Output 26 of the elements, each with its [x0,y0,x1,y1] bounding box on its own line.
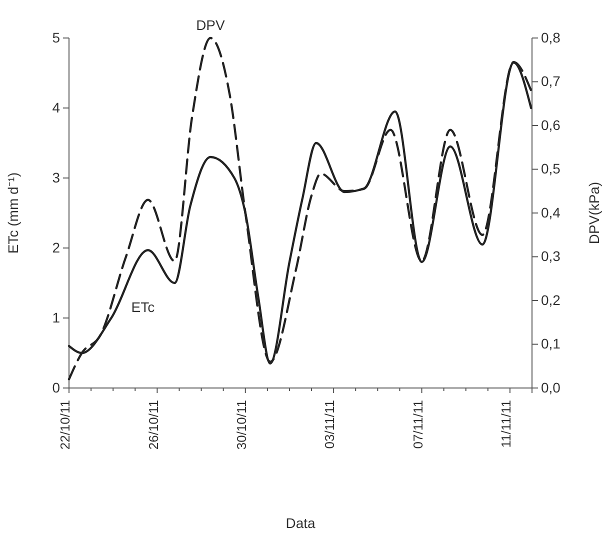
x-axis-title: Data [286,515,316,531]
series-label: DPV [196,17,226,33]
y-tick-label: 1 [52,309,60,326]
y2-tick-label: 0,8 [541,29,561,46]
y2-tick-label: 0,0 [541,379,561,396]
y-tick-label: 3 [52,169,60,186]
x-tick-label: 26/10/11 [146,400,161,450]
x-tick-label: 30/10/11 [234,400,249,450]
y2-tick-label: 0,1 [541,336,561,352]
y2-tick-label: 0,2 [541,292,561,308]
x-tick-label: 11/11/11 [498,400,514,448]
y2-tick-label: 0,4 [541,204,561,220]
x-tick-label: 07/11/11 [410,400,426,449]
x-tick-label: 22/10/11 [58,400,73,450]
y-tick-label: 0 [52,379,60,396]
y2-tick-label: 0,5 [541,160,561,177]
y2-tick-label: 0,3 [541,248,561,264]
y-axis-title: ETc (mm d⁻¹) [5,172,21,254]
y-tick-label: 2 [52,239,60,256]
y-tick-label: 4 [52,99,60,116]
y2-axis-title: DPV(kPa) [586,182,602,244]
series-label: ETc [131,299,155,315]
y2-tick-label: 0,7 [541,73,561,90]
y2-tick-label: 0,6 [541,116,561,133]
x-tick-label: 03/11/11 [322,400,338,449]
y-tick-label: 5 [52,29,60,46]
